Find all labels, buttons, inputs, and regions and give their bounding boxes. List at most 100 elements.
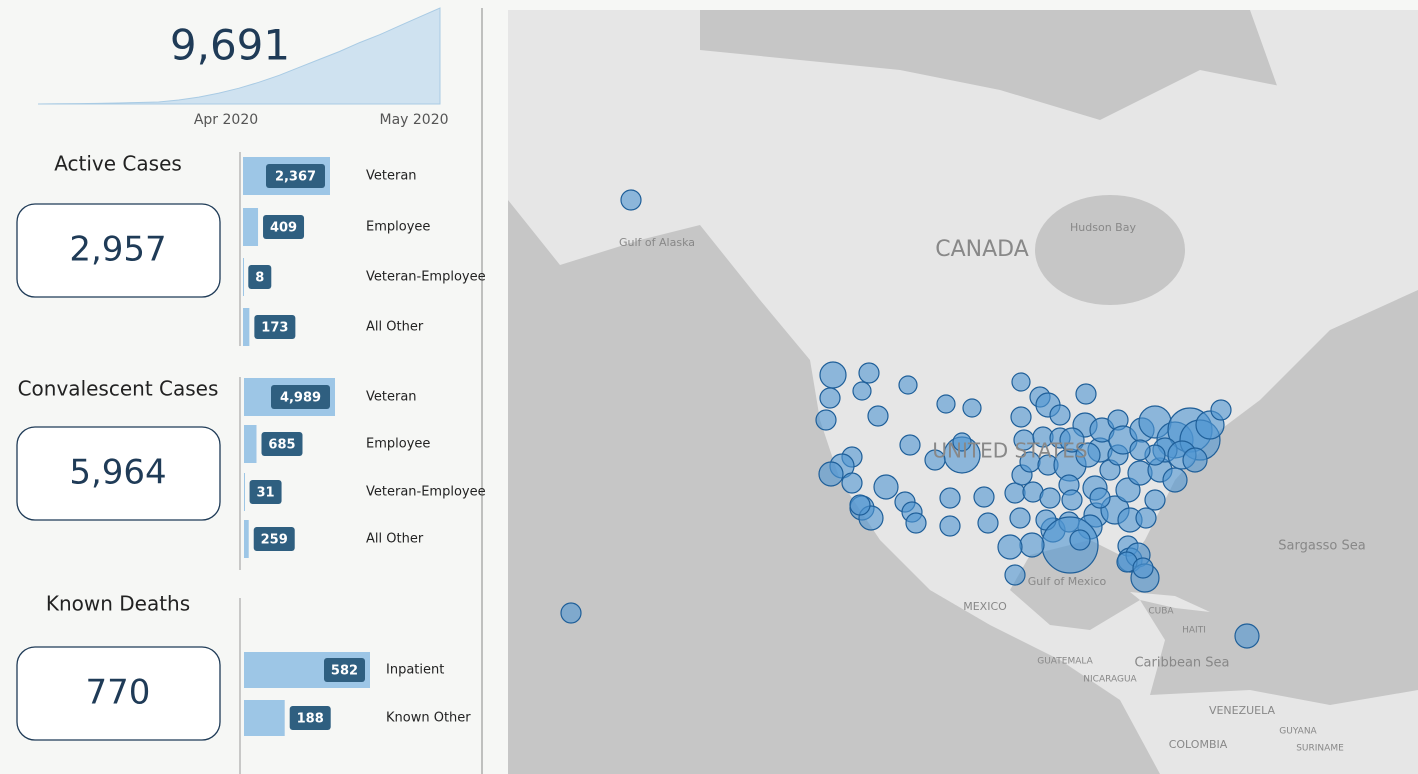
map-labels: CANADA Hudson Bay Gulf of Alaska UNITED … xyxy=(619,221,1366,754)
total-box xyxy=(16,646,221,741)
facility-marker xyxy=(1061,489,1083,511)
map-label: Gulf of Alaska xyxy=(619,236,695,249)
facility-marker xyxy=(841,472,863,494)
total-cases: 9,691 xyxy=(170,21,290,70)
facility-marker xyxy=(977,512,999,534)
facility-marker xyxy=(560,602,582,624)
facility-marker xyxy=(620,189,642,211)
facility-marker xyxy=(1019,532,1045,558)
cuba xyxy=(1130,592,1210,612)
category-label: All Other xyxy=(366,320,424,335)
facility-marker xyxy=(858,362,880,384)
facility-marker xyxy=(1129,439,1151,461)
atlantic xyxy=(1010,290,1418,705)
facility-marker xyxy=(898,375,918,395)
bar xyxy=(243,208,259,246)
value-badge xyxy=(289,706,331,730)
facility-marker xyxy=(973,486,995,508)
facility-marker xyxy=(1075,383,1097,405)
map-label: COLOMBIA xyxy=(1169,738,1228,751)
category-label: Veteran-Employee xyxy=(366,485,486,500)
value-badge xyxy=(261,432,303,456)
category-label: Veteran xyxy=(366,390,417,405)
map-label: Gulf of Mexico xyxy=(1028,575,1107,588)
map-label: CANADA xyxy=(935,237,1029,262)
value-badge xyxy=(266,164,325,188)
category-label: Known Other xyxy=(386,711,471,726)
facility-markers xyxy=(560,189,1260,649)
bar xyxy=(244,520,249,558)
facility-marker xyxy=(1135,507,1157,529)
facility-marker xyxy=(819,387,841,409)
map-label: VENEZUELA xyxy=(1209,704,1276,717)
map-label: NICARAGUA xyxy=(1083,675,1137,685)
facility-marker xyxy=(997,534,1023,560)
facility-marker xyxy=(1182,447,1208,473)
value-label: 259 xyxy=(261,533,288,548)
facility-marker xyxy=(939,515,961,537)
facility-marker xyxy=(1089,487,1111,509)
bar xyxy=(244,425,257,463)
map xyxy=(508,10,1418,774)
category-label: All Other xyxy=(366,532,424,547)
value-badge xyxy=(324,658,365,682)
facility-marker xyxy=(962,398,982,418)
x-tick-label: May 2020 xyxy=(379,112,448,128)
facility-marker xyxy=(1009,507,1031,529)
facility-marker xyxy=(1069,529,1091,551)
panel-title: Convalescent Cases xyxy=(18,377,219,401)
greenland xyxy=(1250,10,1418,230)
bar xyxy=(243,308,250,346)
facility-marker xyxy=(873,474,899,500)
trend-area xyxy=(37,7,441,105)
facility-marker xyxy=(952,432,972,452)
facility-marker xyxy=(867,405,889,427)
facility-marker xyxy=(1004,564,1026,586)
hudson-bay xyxy=(1035,195,1185,305)
bar xyxy=(243,258,244,296)
facility-marker xyxy=(1041,516,1099,574)
facility-marker xyxy=(815,409,837,431)
map-label: GUYANA xyxy=(1279,727,1317,737)
left-panel xyxy=(0,0,482,774)
value-label: 582 xyxy=(331,664,358,679)
panel-title: Known Deaths xyxy=(46,592,190,616)
facility-marker xyxy=(1075,442,1101,468)
value-label: 4,989 xyxy=(280,391,321,406)
arctic xyxy=(700,10,1418,120)
facility-marker xyxy=(905,512,927,534)
value-badge xyxy=(263,215,305,239)
map-label: CUBA xyxy=(1148,607,1174,617)
facility-marker xyxy=(818,461,844,487)
facility-marker xyxy=(1011,372,1031,392)
bar xyxy=(244,700,285,736)
map-label: SURINAME xyxy=(1296,744,1344,754)
value-badge xyxy=(254,315,296,339)
facility-marker xyxy=(1210,399,1232,421)
facility-marker xyxy=(852,381,872,401)
value-badge xyxy=(253,527,295,551)
value-label: 409 xyxy=(270,221,297,236)
panel-total: 5,964 xyxy=(69,453,166,493)
value-badge xyxy=(248,265,272,289)
value-label: 2,367 xyxy=(275,170,316,185)
value-label: 8 xyxy=(255,271,264,286)
map-label: GUATEMALA xyxy=(1037,657,1093,667)
facility-marker xyxy=(1234,623,1260,649)
total-box xyxy=(16,203,221,298)
facility-marker xyxy=(1132,557,1154,579)
value-badge xyxy=(271,385,330,409)
map-label: Caribbean Sea xyxy=(1134,656,1229,671)
facility-marker xyxy=(1049,404,1071,426)
map-label: Hudson Bay xyxy=(1070,221,1136,234)
facility-marker xyxy=(1144,489,1166,511)
panel-total: 2,957 xyxy=(69,230,166,270)
category-label: Employee xyxy=(366,437,430,452)
facility-marker xyxy=(899,434,921,456)
map-label: Sargasso Sea xyxy=(1278,539,1365,554)
facility-marker xyxy=(936,394,956,414)
x-tick-label: Apr 2020 xyxy=(194,112,258,128)
category-label: Inpatient xyxy=(386,663,444,678)
facility-marker xyxy=(1162,467,1188,493)
